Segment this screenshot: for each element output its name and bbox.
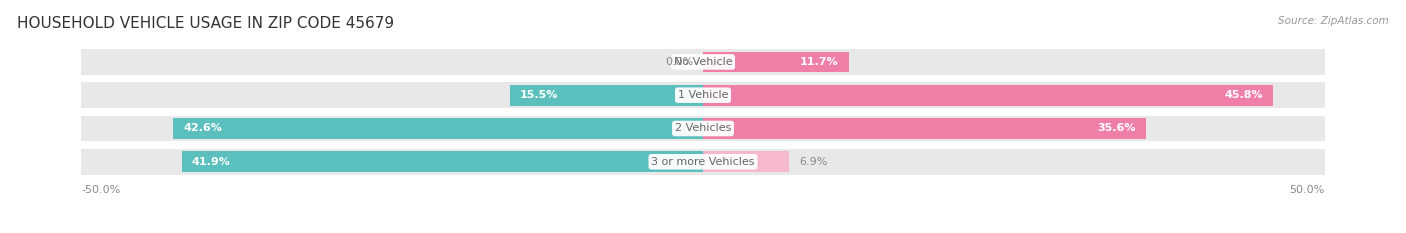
Bar [82, 116, 1324, 141]
Bar [173, 118, 703, 139]
Bar [703, 85, 1272, 106]
Text: 0.0%: 0.0% [665, 57, 693, 67]
Bar [181, 151, 703, 172]
Text: 15.5%: 15.5% [520, 90, 558, 100]
Text: 11.7%: 11.7% [800, 57, 838, 67]
Text: 3 or more Vehicles: 3 or more Vehicles [651, 157, 755, 167]
Bar [82, 49, 1324, 75]
Text: No Vehicle: No Vehicle [673, 57, 733, 67]
Bar [703, 51, 849, 72]
Text: 6.9%: 6.9% [799, 157, 827, 167]
Text: 35.6%: 35.6% [1097, 123, 1136, 134]
Bar [510, 85, 703, 106]
Text: HOUSEHOLD VEHICLE USAGE IN ZIP CODE 45679: HOUSEHOLD VEHICLE USAGE IN ZIP CODE 4567… [17, 16, 394, 31]
Bar [703, 118, 1146, 139]
Text: 41.9%: 41.9% [191, 157, 231, 167]
Bar [82, 82, 1324, 108]
Bar [703, 151, 789, 172]
Text: 1 Vehicle: 1 Vehicle [678, 90, 728, 100]
Text: 42.6%: 42.6% [183, 123, 222, 134]
Text: 45.8%: 45.8% [1225, 90, 1263, 100]
Bar [82, 149, 1324, 175]
Text: 2 Vehicles: 2 Vehicles [675, 123, 731, 134]
Text: Source: ZipAtlas.com: Source: ZipAtlas.com [1278, 16, 1389, 26]
